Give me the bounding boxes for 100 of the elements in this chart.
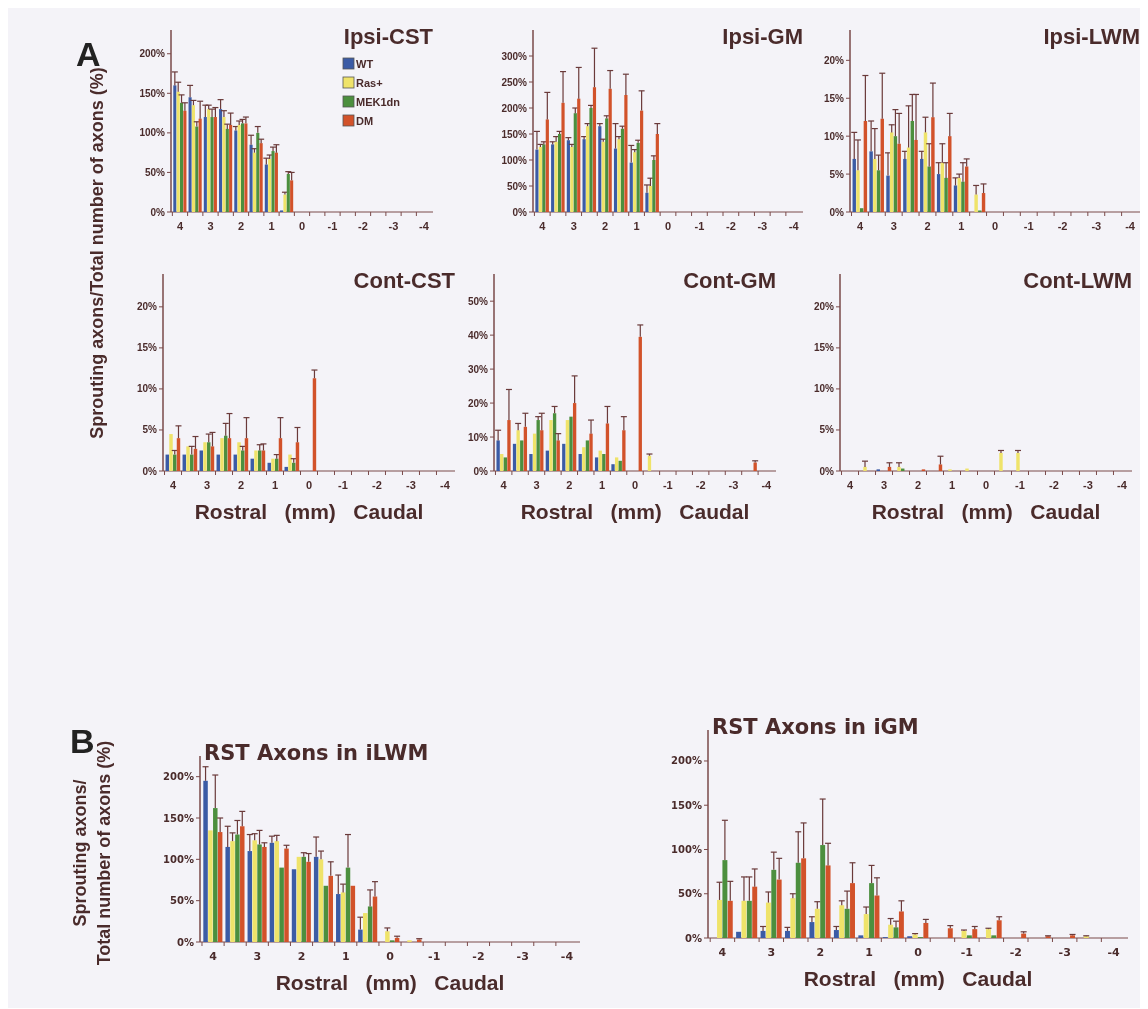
bar (213, 808, 218, 942)
bar (262, 846, 267, 942)
bar (385, 931, 390, 942)
bar (582, 447, 586, 471)
y-tick-label: 15% (136, 342, 158, 354)
bar (237, 442, 241, 471)
bar (318, 859, 324, 942)
bar (636, 142, 640, 212)
x-tick-label: -2 (725, 220, 736, 232)
bar (259, 143, 263, 212)
bar (622, 430, 626, 471)
x-tick-label: -3 (757, 220, 768, 232)
y-tick-label: 40% (467, 329, 489, 341)
bar (620, 128, 625, 212)
bar (999, 452, 1003, 471)
bar (1016, 452, 1020, 471)
bar (727, 900, 733, 938)
x-tick-label: 0 (298, 220, 306, 232)
bar (268, 158, 272, 212)
x-tick-label: 2 (297, 950, 306, 963)
x-tick-label: 3 (890, 220, 897, 232)
bar (529, 454, 533, 471)
bar (186, 446, 190, 471)
bar (271, 458, 275, 471)
bar (888, 924, 894, 938)
bar (556, 440, 560, 471)
y-tick-label: 30% (467, 363, 489, 375)
bar (532, 433, 537, 471)
x-axis-title: Rostral (mm) Caudal (520, 500, 750, 523)
bar (523, 426, 528, 471)
bar (809, 922, 815, 938)
bar (340, 892, 346, 942)
x-axis-title: Rostral (mm) Caudal (194, 500, 424, 523)
bar (795, 862, 801, 938)
bar (914, 139, 918, 212)
x-tick-label: -1 (694, 220, 705, 232)
x-tick-label: -1 (428, 950, 441, 963)
chart-title: Ipsi-GM (722, 24, 803, 49)
bar (874, 895, 880, 938)
bar (542, 144, 546, 212)
x-tick-label: 2 (602, 220, 609, 232)
x-tick-label: -4 (1107, 946, 1121, 959)
y-tick-label: 5% (142, 424, 158, 436)
bar (573, 113, 577, 212)
x-tick-label: -1 (1015, 479, 1025, 491)
legend-label: MEK1dn (356, 96, 401, 108)
bar (655, 134, 659, 212)
bar (903, 158, 907, 212)
x-tick-label: 0 (386, 950, 395, 963)
x-tick-label: -4 (1117, 479, 1128, 491)
y-tick-label: 5% (829, 168, 845, 180)
bar (198, 118, 202, 212)
bar (545, 119, 549, 212)
bar (203, 442, 207, 471)
bar (562, 443, 566, 471)
x-tick-label: -2 (372, 479, 382, 491)
bar (561, 102, 565, 212)
bar (240, 826, 245, 942)
bar (850, 883, 855, 938)
x-axis-title: Rostral (mm) Caudal (871, 500, 1101, 523)
bar (771, 869, 777, 938)
bar (839, 905, 845, 938)
bar (869, 151, 873, 212)
bar (776, 879, 782, 938)
bar (252, 152, 256, 212)
bar (633, 152, 637, 212)
y-tick-label: 100% (671, 843, 702, 855)
x-tick-label: 1 (341, 950, 350, 963)
bar (520, 440, 524, 471)
x-tick-label: 1 (599, 479, 606, 491)
bar (898, 911, 904, 938)
bar (264, 164, 268, 212)
y-tick-label: 50% (506, 180, 528, 192)
y-tick-label: 50% (170, 895, 194, 907)
bar (569, 416, 573, 471)
y-tick-label: 20% (467, 397, 489, 409)
bar (613, 148, 618, 212)
bar (927, 166, 931, 212)
bar (931, 117, 935, 212)
bar (291, 869, 297, 942)
bar (869, 883, 875, 938)
y-tick-label: 150% (139, 87, 166, 99)
bar (717, 899, 722, 938)
bar (589, 433, 593, 471)
bar (746, 900, 752, 938)
bar (234, 130, 238, 212)
x-tick-label: 1 (865, 946, 873, 959)
bar (652, 160, 656, 212)
y-tick-label: 10% (813, 383, 835, 395)
bar (611, 464, 615, 471)
y-tick-label: 0% (685, 932, 702, 944)
bar (947, 928, 953, 938)
x-tick-label: 3 (570, 220, 577, 232)
x-tick-label: 4 (718, 946, 727, 959)
y-tick-label: 15% (823, 92, 845, 104)
bar (195, 126, 199, 212)
y-tick-label: 150% (671, 799, 702, 811)
y-tick-label: 0% (473, 465, 489, 477)
y-tick-label: 200% (671, 755, 702, 767)
x-tick-label: -3 (728, 479, 739, 491)
